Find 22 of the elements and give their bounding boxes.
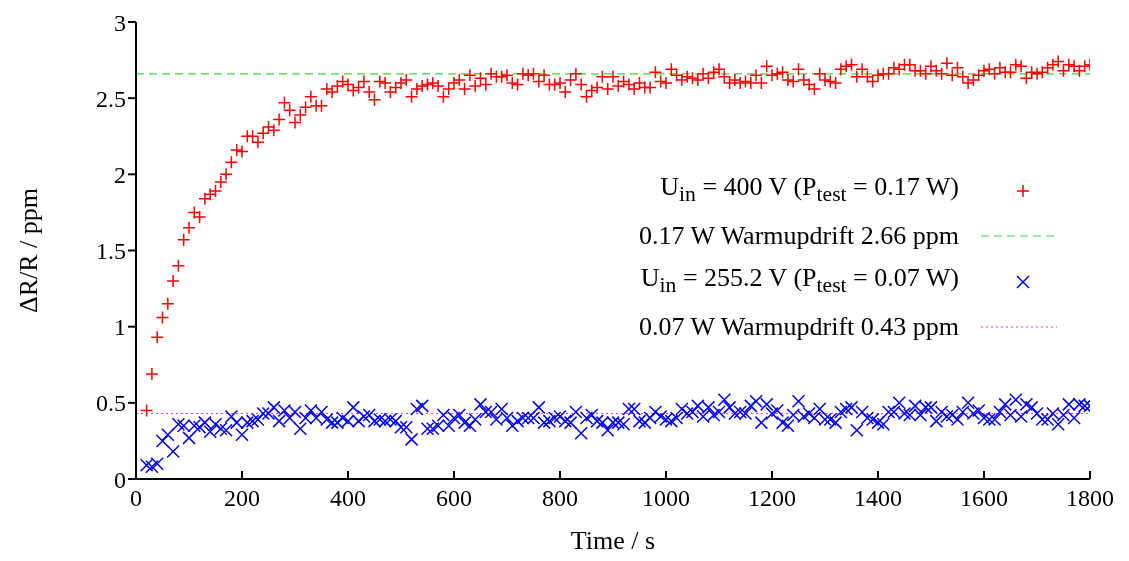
legend-label: 0.07 W Warmupdrift 0.43 ppm <box>639 311 959 344</box>
y-tick-label: 0 <box>114 466 126 493</box>
x-tick-label: 1200 <box>748 485 796 512</box>
x-tick-label: 800 <box>542 485 578 512</box>
x-tick-label: 1800 <box>1066 485 1114 512</box>
x-tick-label: 1000 <box>642 485 690 512</box>
x-tick-label: 200 <box>224 485 260 512</box>
x-axis-title: Time / s <box>570 526 656 555</box>
y-tick-label: 0.5 <box>96 390 126 417</box>
x-tick-label: 1400 <box>854 485 902 512</box>
y-tick-label: 1 <box>114 314 126 341</box>
y-tick-label: 2.5 <box>96 85 126 112</box>
legend-label: 0.17 W Warmupdrift 2.66 ppm <box>639 220 959 253</box>
x-tick-label: 400 <box>330 485 366 512</box>
y-tick-label: 2 <box>114 161 126 188</box>
y-tick-label: 1.5 <box>96 238 126 265</box>
y-axis-title: ΔR/R / ppm <box>14 187 44 314</box>
legend-label: U$_{in}$ = 400 V (P$_{test}$ = 0.17 W) <box>660 171 959 209</box>
legend-label: U$_{in}$ = 255.2 V (P$_{test}$ = 0.07 W) <box>640 262 959 300</box>
y-tick-label: 3 <box>114 9 126 36</box>
x-tick-label: 600 <box>436 485 472 512</box>
x-tick-label: 1600 <box>960 485 1008 512</box>
